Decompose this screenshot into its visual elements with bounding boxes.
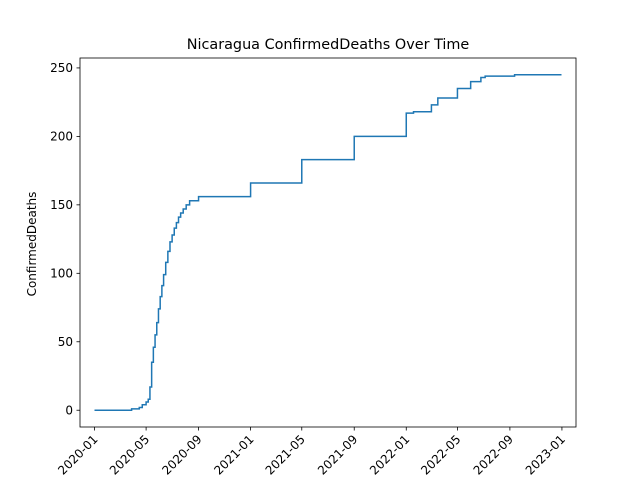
y-tick-label: 50 (58, 335, 73, 349)
chart-title: Nicaragua ConfirmedDeaths Over Time (187, 37, 470, 53)
y-tick-label: 250 (50, 61, 73, 75)
series-line (94, 74, 562, 411)
y-tick-label: 100 (50, 267, 73, 281)
y-axis-label: ConfirmedDeaths (25, 192, 39, 297)
plot-frame (79, 57, 577, 428)
y-tick-label: 0 (65, 404, 73, 418)
y-tick-label: 200 (50, 130, 73, 144)
y-tick-label: 150 (50, 198, 73, 212)
y-axis-ticks: 0 50 100 150 200 250 (50, 61, 80, 418)
